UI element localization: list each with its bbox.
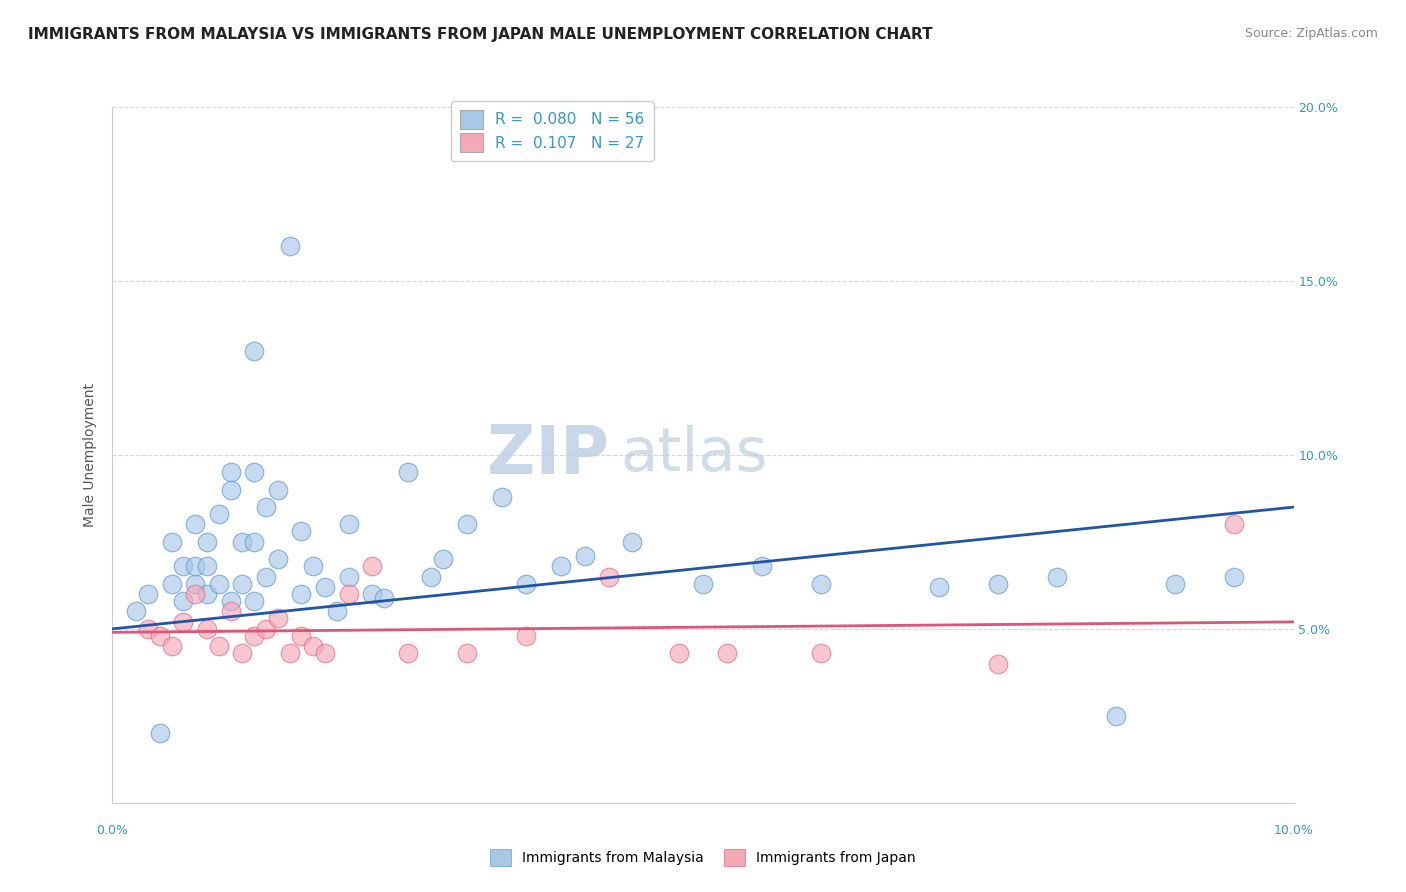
Point xyxy=(125,605,148,619)
Point xyxy=(550,559,572,574)
Point xyxy=(254,570,277,584)
Point xyxy=(267,483,290,497)
Text: 0.0%: 0.0% xyxy=(97,824,128,837)
Point xyxy=(574,549,596,563)
Text: Source: ZipAtlas.com: Source: ZipAtlas.com xyxy=(1244,27,1378,40)
Point xyxy=(515,629,537,643)
Point xyxy=(326,605,349,619)
Point xyxy=(337,570,360,584)
Point xyxy=(290,524,312,539)
Point xyxy=(290,629,312,643)
Y-axis label: Male Unemployment: Male Unemployment xyxy=(83,383,97,527)
Point xyxy=(160,639,183,653)
Point xyxy=(361,559,384,574)
Point xyxy=(302,559,325,574)
Point xyxy=(621,534,644,549)
Point xyxy=(692,576,714,591)
Point xyxy=(243,594,266,608)
Point xyxy=(491,490,513,504)
Point xyxy=(1223,517,1246,532)
Point xyxy=(278,646,301,660)
Point xyxy=(231,534,253,549)
Point xyxy=(456,517,478,532)
Point xyxy=(195,587,218,601)
Point xyxy=(243,466,266,480)
Point xyxy=(219,483,242,497)
Point xyxy=(456,646,478,660)
Point xyxy=(337,517,360,532)
Point xyxy=(243,534,266,549)
Point xyxy=(396,466,419,480)
Point xyxy=(1164,576,1187,591)
Point xyxy=(337,587,360,601)
Point xyxy=(149,629,172,643)
Point xyxy=(160,534,183,549)
Point xyxy=(219,605,242,619)
Point xyxy=(716,646,738,660)
Point xyxy=(987,576,1010,591)
Point xyxy=(172,594,194,608)
Point xyxy=(184,559,207,574)
Point xyxy=(420,570,443,584)
Point xyxy=(208,639,231,653)
Point xyxy=(172,615,194,629)
Legend: Immigrants from Malaysia, Immigrants from Japan: Immigrants from Malaysia, Immigrants fro… xyxy=(485,844,921,871)
Point xyxy=(928,580,950,594)
Text: IMMIGRANTS FROM MALAYSIA VS IMMIGRANTS FROM JAPAN MALE UNEMPLOYMENT CORRELATION : IMMIGRANTS FROM MALAYSIA VS IMMIGRANTS F… xyxy=(28,27,932,42)
Point xyxy=(243,343,266,358)
Point xyxy=(396,646,419,660)
Point xyxy=(184,576,207,591)
Point xyxy=(987,657,1010,671)
Point xyxy=(432,552,454,566)
Point xyxy=(149,726,172,740)
Point xyxy=(751,559,773,574)
Point xyxy=(136,587,159,601)
Point xyxy=(1223,570,1246,584)
Point xyxy=(810,576,832,591)
Point xyxy=(219,466,242,480)
Point xyxy=(254,500,277,514)
Point xyxy=(231,646,253,660)
Point xyxy=(136,622,159,636)
Point xyxy=(208,507,231,521)
Point xyxy=(302,639,325,653)
Point xyxy=(314,646,336,660)
Point xyxy=(267,552,290,566)
Point xyxy=(361,587,384,601)
Legend: R =  0.080   N = 56, R =  0.107   N = 27: R = 0.080 N = 56, R = 0.107 N = 27 xyxy=(451,101,654,161)
Point xyxy=(598,570,620,584)
Point xyxy=(668,646,690,660)
Point xyxy=(219,594,242,608)
Text: ZIP: ZIP xyxy=(486,422,609,488)
Point xyxy=(1105,708,1128,723)
Point xyxy=(515,576,537,591)
Point xyxy=(195,534,218,549)
Point xyxy=(160,576,183,591)
Point xyxy=(184,587,207,601)
Point xyxy=(184,517,207,532)
Point xyxy=(278,239,301,253)
Point xyxy=(267,611,290,625)
Point xyxy=(314,580,336,594)
Point xyxy=(172,559,194,574)
Point xyxy=(290,587,312,601)
Point xyxy=(231,576,253,591)
Point xyxy=(208,576,231,591)
Point xyxy=(195,622,218,636)
Text: atlas: atlas xyxy=(620,425,768,484)
Point xyxy=(373,591,395,605)
Point xyxy=(195,559,218,574)
Point xyxy=(1046,570,1069,584)
Point xyxy=(254,622,277,636)
Text: 10.0%: 10.0% xyxy=(1274,824,1313,837)
Point xyxy=(810,646,832,660)
Point xyxy=(243,629,266,643)
